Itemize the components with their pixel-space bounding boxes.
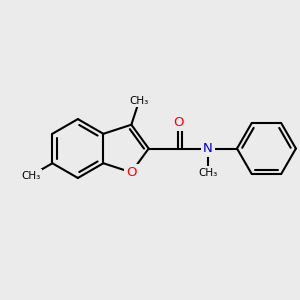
Text: CH₃: CH₃ <box>198 168 217 178</box>
Text: CH₃: CH₃ <box>130 96 149 106</box>
Text: N: N <box>203 142 212 155</box>
Text: O: O <box>173 116 183 128</box>
Text: CH₃: CH₃ <box>21 171 40 181</box>
Text: O: O <box>126 166 136 179</box>
